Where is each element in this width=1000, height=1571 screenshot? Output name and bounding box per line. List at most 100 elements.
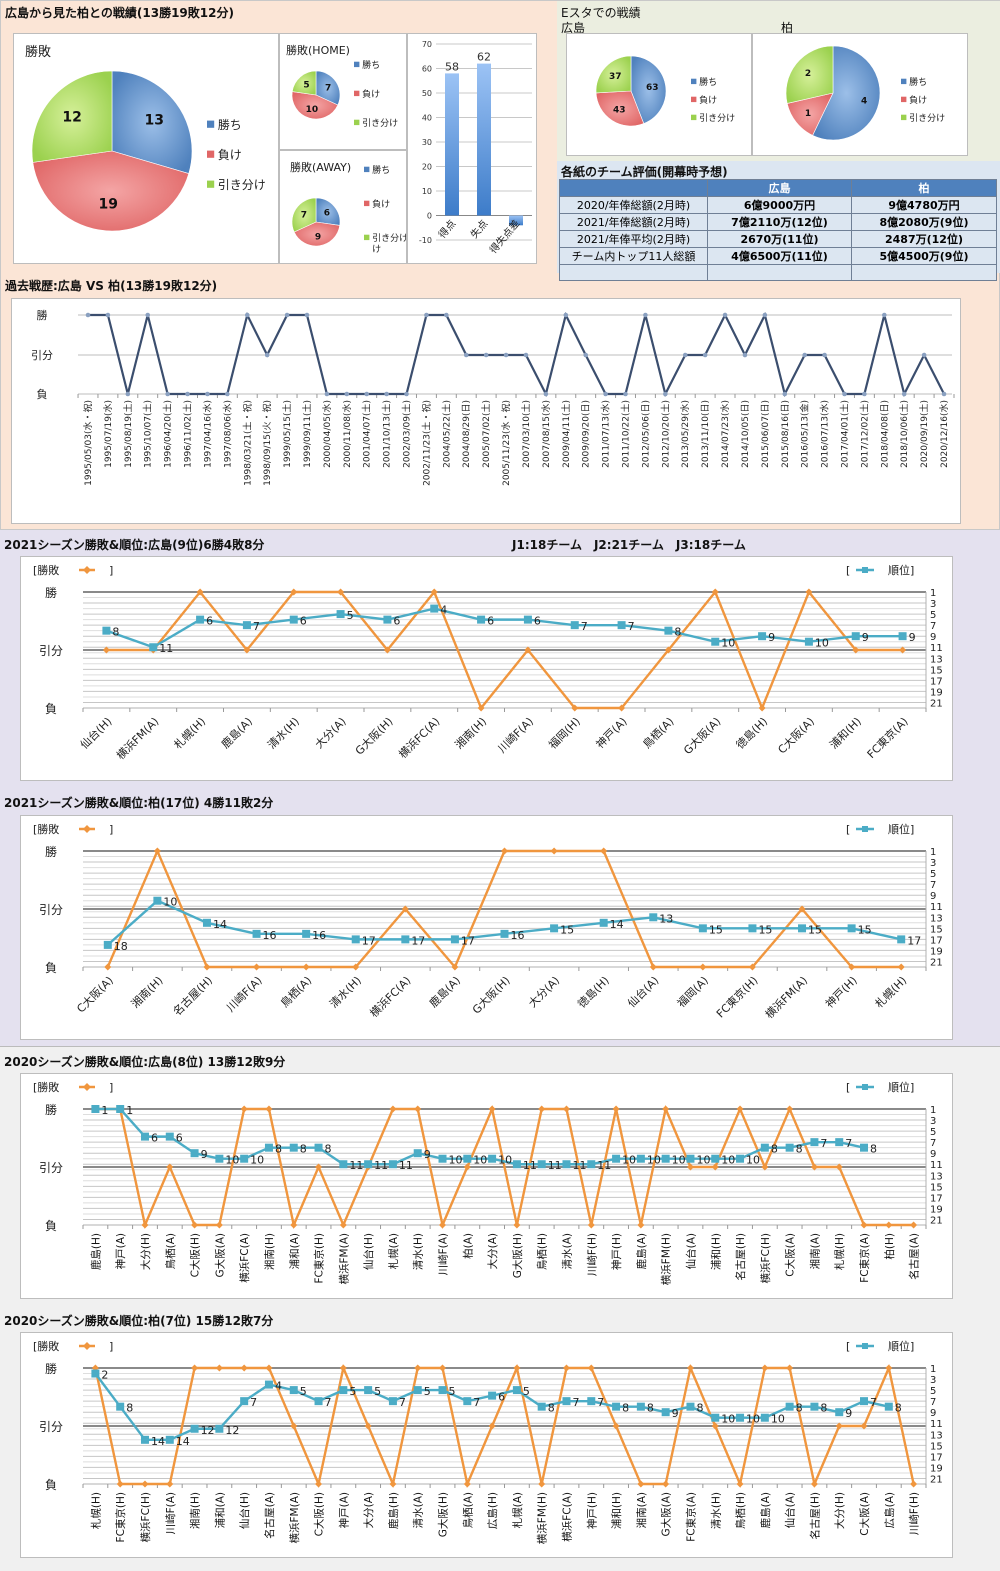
rank-point <box>758 632 767 641</box>
rank-data-label: 9 <box>845 1407 852 1420</box>
pie-slice-win <box>630 55 667 124</box>
rank-data-label: 15 <box>709 923 723 936</box>
rank-point <box>339 1386 348 1395</box>
rank-tick-label: 11 <box>930 902 943 913</box>
history-point <box>304 312 310 318</box>
rank-point <box>215 1154 224 1163</box>
x-tick-label: 失点 <box>467 217 490 241</box>
season2021-hiroshima-title: 2021シーズン勝敗&順位:広島(9位)6勝4敗8分 <box>4 538 265 552</box>
x-category-label: 鹿島(A) <box>635 1233 648 1269</box>
x-category-label: G大阪(H) <box>511 1233 524 1278</box>
x-category-label: FC東京(H) <box>114 1492 127 1542</box>
legend-label: 負け <box>218 148 242 162</box>
x-category-label: 仙台(A) <box>684 1233 697 1269</box>
x-date-label: 1999/05/15(土) <box>281 400 293 468</box>
history-point <box>244 312 250 318</box>
history-point <box>324 391 330 397</box>
result-point <box>758 704 766 712</box>
x-category-label: 浦和(H) <box>610 1492 623 1529</box>
evaluation-kashiwa-value: 9億4780万円 <box>851 196 997 214</box>
result-point <box>477 704 485 712</box>
pie-data-label: 10 <box>306 105 319 115</box>
history-title: 過去戦歴:広島 VS 柏(13勝19敗12分) <box>5 279 218 293</box>
legend-bracket-close: ] <box>109 1081 113 1094</box>
rank-point <box>760 1413 769 1422</box>
result-point <box>711 588 719 596</box>
x-category-label: G大阪(A) <box>660 1492 673 1537</box>
rank-point <box>165 1435 174 1444</box>
result-point <box>798 905 806 913</box>
x-category-label: G大阪(A) <box>213 1233 226 1278</box>
history-point <box>364 391 370 397</box>
rank-data-label: 2 <box>101 1369 108 1382</box>
rank-point <box>336 610 345 619</box>
rank-point <box>537 1160 546 1169</box>
result-point <box>711 1422 719 1430</box>
x-category-label: 仙台(A) <box>784 1492 797 1528</box>
result-point <box>501 847 508 855</box>
x-category-label: 横浜FC(A) <box>367 973 414 1020</box>
rank-tick-label: 13 <box>930 913 943 924</box>
x-tick-label: 得失点差 <box>487 217 523 256</box>
x-category-label: 横浜FM(H) <box>536 1492 549 1544</box>
rank-data-label: 5 <box>347 609 354 622</box>
x-category-label: 川崎F(H) <box>908 1492 921 1535</box>
rank-data-label: 17 <box>461 934 475 947</box>
history-point <box>444 312 449 318</box>
result-level-label: 負 <box>45 1219 57 1233</box>
history-point <box>125 391 131 397</box>
head-to-head-section: 広島から見た柏との戦績(13勝19敗12分) 勝敗 13 19 12 勝ち 負け 引き分け … <box>0 0 1000 530</box>
result-point <box>587 1364 595 1372</box>
rank-point <box>636 1154 645 1163</box>
rank-tick-label: 21 <box>930 957 943 968</box>
rank-tick-label: 17 <box>930 935 943 946</box>
rank-point <box>140 1435 149 1444</box>
rank-tick-label: 15 <box>930 924 943 935</box>
legend-swatch-win <box>354 61 360 68</box>
x-category-label: 清水(H) <box>709 1492 722 1529</box>
evaluation-hiroshima-value: 7億2110万(12位) <box>707 213 852 231</box>
rank-data-label: 10 <box>622 1154 636 1167</box>
x-date-label: 2015/06/07(日) <box>760 400 771 468</box>
legend-result-marker <box>83 1342 91 1350</box>
x-date-label: 2001/10/13(土) <box>381 400 393 468</box>
rank-point <box>612 1402 621 1411</box>
x-category-label: C大阪(A) <box>775 714 817 756</box>
x-category-label: G大阪(H) <box>437 1492 450 1537</box>
rank-tick-label: 19 <box>930 687 943 698</box>
result-point <box>538 1480 546 1488</box>
y-level-label: 引分 <box>31 348 53 362</box>
result-point <box>414 1105 422 1113</box>
rank-data-label: 8 <box>647 1402 654 1415</box>
rank-data-label: 15 <box>560 923 574 936</box>
history-point <box>463 352 469 358</box>
rank-tick-label: 5 <box>930 610 936 621</box>
rank-tick-label: 11 <box>930 1160 943 1171</box>
result-point <box>852 646 860 654</box>
history-point <box>503 352 509 358</box>
rank-point <box>430 604 439 613</box>
x-date-label: 2004/08/29(日) <box>461 400 472 468</box>
rank-data-label: 14 <box>151 1435 165 1448</box>
rank-tick-label: 15 <box>930 1182 943 1193</box>
rank-point <box>661 1154 670 1163</box>
rank-data-label: 5 <box>349 1385 356 1398</box>
history-point <box>742 352 748 358</box>
rank-data-label: 6 <box>176 1132 183 1145</box>
result-series-line <box>95 1105 914 1229</box>
x-category-label: 札幌(H) <box>872 973 909 1010</box>
x-category-label: 札幌(A) <box>387 1233 400 1269</box>
legend-bracket-left: [勝敗 <box>33 1339 59 1353</box>
rank-data-label: 8 <box>771 1143 778 1156</box>
rank-data-label: 16 <box>312 929 326 942</box>
pie-title: 勝敗(HOME) <box>286 43 350 57</box>
rank-point <box>512 1160 521 1169</box>
history-point <box>105 312 111 318</box>
bar-data-label: 58 <box>445 60 459 73</box>
evaluation-hiroshima-value: 4億6500万(11位) <box>707 247 852 265</box>
rank-point <box>804 637 813 646</box>
legend-rank-marker <box>862 567 868 573</box>
legend-result-marker <box>83 1083 91 1091</box>
x-category-label: 大分(A) <box>525 973 562 1010</box>
